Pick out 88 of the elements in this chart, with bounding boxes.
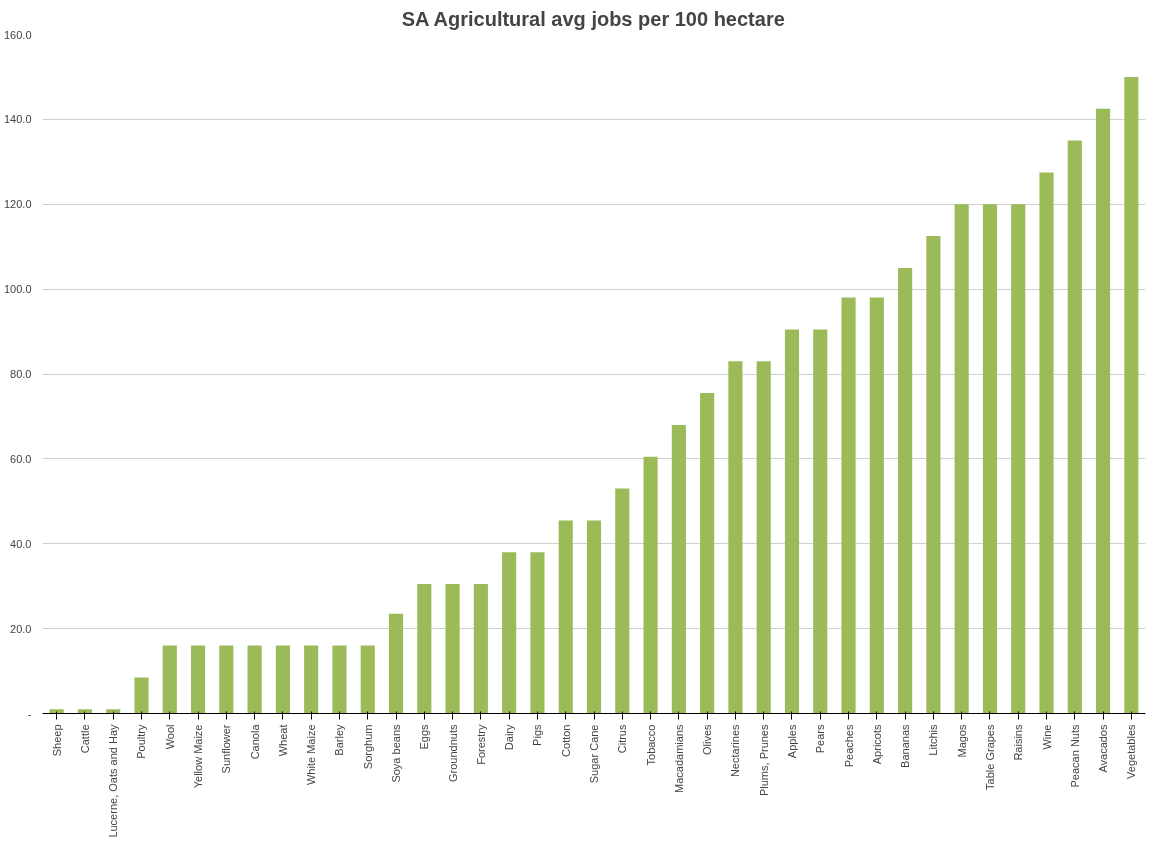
x-tick-label: Soya beans — [390, 724, 403, 783]
bar — [558, 520, 573, 714]
bar — [841, 297, 856, 714]
bar — [1096, 108, 1111, 714]
x-tick-label: Wheat — [276, 724, 289, 757]
x-tick-label: Lucerne, Oats and Hay — [107, 724, 120, 838]
bar — [190, 645, 206, 714]
bar — [134, 677, 149, 714]
x-tick-label: Tobacco — [644, 724, 657, 766]
y-tick-label: 120.0 — [3, 198, 32, 211]
x-tick-label: Peaches — [842, 724, 855, 768]
y-tick-label: 60.0 — [10, 452, 32, 465]
x-tick-label: Apples — [785, 724, 798, 759]
x-tick-label: Plums, Prunes — [757, 724, 770, 797]
bar — [586, 520, 602, 714]
y-tick-label: 20.0 — [10, 622, 32, 635]
bar — [1124, 76, 1139, 714]
bar — [77, 709, 92, 714]
bar — [304, 645, 319, 714]
x-tick-label: Eggs — [418, 724, 431, 750]
x-tick-label: Citrus — [616, 724, 629, 754]
x-tick-label: Wine — [1040, 724, 1053, 750]
bar — [445, 584, 460, 714]
x-tick-label: Peacan Nuts — [1068, 724, 1081, 788]
x-tick-label: Dairy — [503, 724, 516, 751]
bar — [1067, 140, 1082, 714]
x-tick-label: Magos — [955, 724, 968, 758]
x-tick-label: Macadamians — [672, 724, 685, 793]
x-tick-label: Poultry — [135, 724, 148, 759]
bar — [756, 361, 771, 714]
bar — [982, 204, 998, 714]
x-tick-label: Sheep — [50, 724, 63, 757]
x-tick-label: Vegetables — [1125, 724, 1138, 779]
x-tick-label: Cattle — [78, 724, 91, 754]
y-tick-label: 80.0 — [10, 368, 32, 380]
x-tick-label: Nectarines — [729, 724, 742, 778]
y-tick-label: - — [27, 707, 32, 720]
bar — [1011, 204, 1026, 714]
y-tick-label: 160.0 — [3, 28, 32, 41]
bar — [869, 297, 884, 714]
bar — [502, 552, 517, 714]
x-tick-label: Raisins — [1012, 724, 1025, 761]
bar — [926, 236, 941, 714]
x-tick-label: Wool — [163, 724, 176, 750]
bar — [106, 709, 121, 714]
x-tick-label: Avacados — [1097, 724, 1110, 773]
bar — [728, 361, 743, 714]
y-tick-label: 140.0 — [3, 113, 32, 126]
bar — [784, 329, 800, 714]
bar — [473, 584, 488, 714]
bar — [360, 645, 375, 714]
x-tick-label: Cotton — [559, 724, 572, 757]
bar — [49, 709, 64, 714]
bar — [332, 645, 347, 714]
x-tick-label: Barley — [333, 724, 346, 756]
x-tick-label: Bananas — [899, 724, 912, 768]
bar — [417, 584, 432, 714]
y-tick-label: 40.0 — [10, 537, 32, 550]
bar — [162, 645, 177, 714]
x-tick-label: Olives — [701, 724, 714, 756]
bar — [1039, 172, 1054, 714]
bar — [898, 267, 913, 714]
bar — [275, 645, 290, 714]
bar — [530, 552, 545, 714]
x-tick-label: Yellow Maize — [192, 724, 205, 789]
x-tick-label: Apricots — [870, 724, 883, 765]
x-tick-label: Forestry — [474, 724, 487, 765]
x-tick-label: White Maize — [305, 724, 318, 786]
bar — [247, 645, 262, 714]
bar — [643, 456, 658, 714]
x-tick-label: Pigs — [531, 724, 544, 746]
x-tick-label: Pears — [814, 724, 827, 754]
x-tick-label: Sunflower — [220, 724, 233, 774]
x-tick-label: Table Grapes — [983, 724, 996, 790]
bar — [813, 329, 828, 714]
x-tick-label: Litchis — [927, 724, 940, 756]
bar — [954, 204, 969, 714]
chart-title: SA Agricultural avg jobs per 100 hectare — [401, 7, 785, 30]
x-tick-label: Canola — [248, 723, 261, 760]
x-tick-label: Sugar Cane — [588, 724, 600, 784]
bar — [388, 613, 404, 714]
bar — [615, 488, 630, 714]
bar — [671, 424, 686, 714]
bar — [219, 645, 234, 714]
x-tick-label: Groundnuts — [446, 724, 459, 782]
bar — [700, 393, 715, 714]
y-tick-label: 100.0 — [3, 283, 32, 296]
x-tick-label: Sorghum — [361, 724, 374, 770]
